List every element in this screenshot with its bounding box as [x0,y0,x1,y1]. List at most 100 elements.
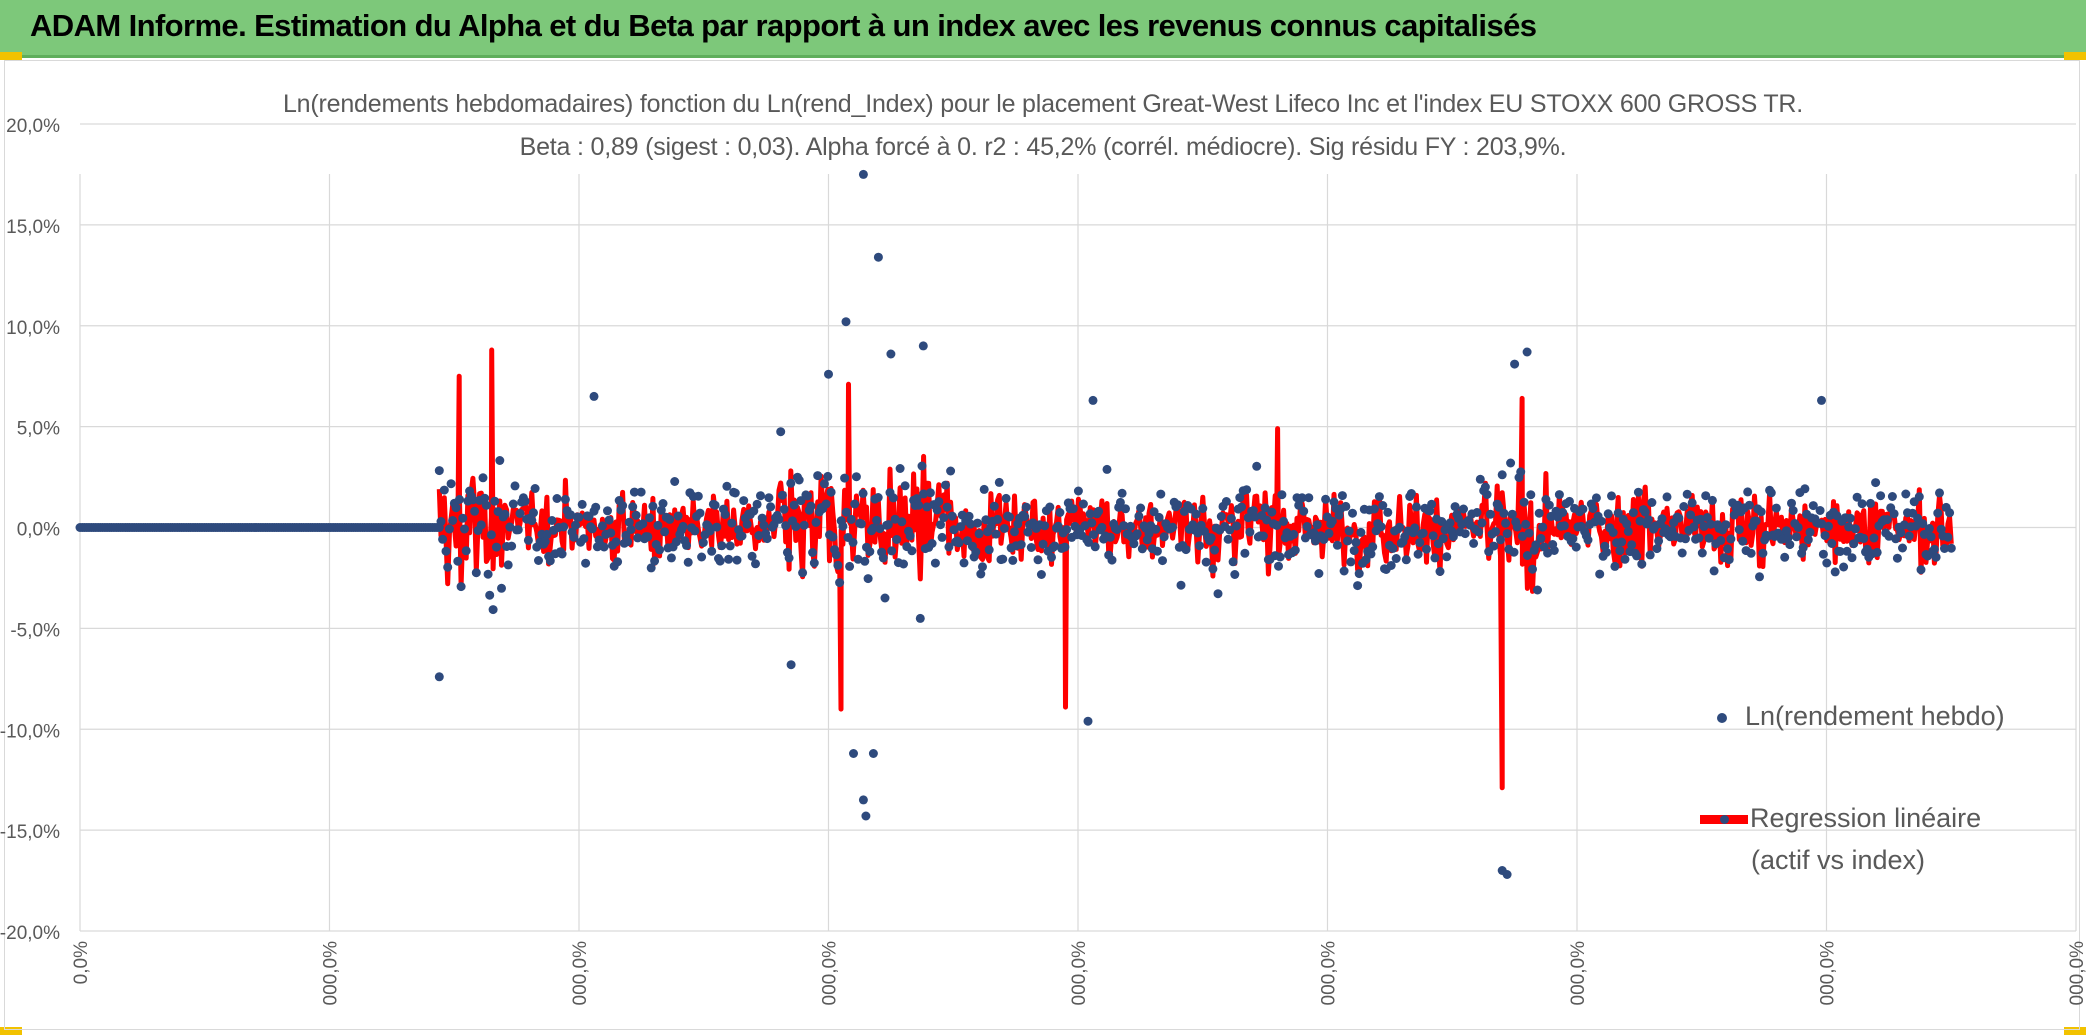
scatter-point [1004,512,1014,522]
scatter-point [1820,531,1830,541]
scatter-point [1176,580,1186,590]
scatter-point [1596,516,1606,526]
scatter-point [1119,521,1129,531]
scatter-point [826,487,836,497]
scatter-point [1911,521,1921,531]
scatter-point [1946,543,1956,553]
scatter-point [1738,536,1748,546]
scatter-point [439,485,449,495]
scatter-point [453,556,463,566]
scatter-point [1502,870,1512,879]
scatter-point [1193,528,1203,538]
scatter-point [1904,531,1914,541]
scatter-point [1480,482,1490,492]
scatter-point [693,491,703,501]
scatter-point [1623,526,1633,536]
scatter-point [1102,464,1112,474]
scatter-point [1788,506,1798,515]
scatter-point [1272,520,1282,530]
scatter-point [821,499,831,509]
scatter-point [483,569,493,579]
scatter-point [503,560,513,570]
scatter-point [1945,508,1955,518]
scatter-point [1121,504,1130,514]
scatter-point [942,502,952,512]
scatter-point [542,529,552,539]
scatter-point [725,541,735,551]
scatter-point [1524,528,1534,538]
scatter-point [1522,347,1532,357]
scatter-point [1117,488,1127,498]
report-title: ADAM Informe. Estimation du Alpha et du … [30,8,1537,43]
scatter-point [495,456,505,465]
scatter-point [1062,525,1072,535]
scatter-point [1038,539,1048,549]
scatter-point [1339,566,1349,576]
scatter-point [710,500,720,510]
scatter-point [897,517,907,527]
legend-line-label-2: (actif vs index) [1751,845,1926,875]
scatter-point [1701,491,1711,501]
scatter-point [1001,493,1011,503]
scatter-point [1477,518,1487,528]
scatter-point [1891,534,1901,544]
scatter-point [705,526,715,536]
frame-corner-bottom-right [2064,1027,2086,1035]
scatter-point [1036,570,1046,579]
scatter-point [1632,551,1642,561]
scatter-point [936,520,945,530]
scatter-point [1485,509,1495,519]
scatter-point [1388,543,1398,553]
scatter-point [1191,509,1201,519]
scatter-point [658,499,668,508]
scatter-point [530,484,540,493]
scatter-point [1882,515,1892,525]
scatter-point [803,491,813,501]
scatter-point [1528,564,1537,574]
scatter-point [1756,507,1766,517]
scatter-point [1050,541,1060,551]
scatter-point [1262,515,1272,525]
scatter-point [1568,534,1578,544]
legend-line-swatch [1700,815,1748,825]
scatter-point [1033,555,1043,565]
scatter-point [1226,514,1236,523]
chart-frame [4,60,2080,1030]
scatter-point [764,493,774,503]
banner-corner-right [2064,52,2086,60]
scatter-point [1924,524,1934,533]
scatter-point [1603,509,1613,519]
scatter-point [789,500,799,510]
scatter-point [1502,529,1512,539]
scatter-point [784,553,794,563]
scatter-point [1376,522,1386,532]
scatter-point [1415,538,1425,548]
scatter-point [1430,553,1440,563]
scatter-point [648,501,658,511]
scatter-point [1349,546,1359,556]
scatter-point [1151,524,1161,534]
scatter-point [757,513,767,523]
scatter-point [872,515,882,525]
scatter-point [1312,520,1322,530]
scatter-point [1871,478,1881,488]
scatter-point [880,593,890,603]
scatter-point [1158,556,1167,566]
scatter-point [1240,548,1250,558]
scatter-point [470,506,480,516]
scatter-point [831,550,841,560]
scatter-point [1354,569,1364,579]
scatter-point [527,516,537,526]
scatter-point [1571,542,1581,552]
scatter-point [914,500,924,510]
scatter-point [1892,553,1902,563]
scatter-point [1010,527,1019,537]
scatter-point [1704,533,1714,543]
scatter-point [946,466,956,476]
scatter-point [1489,541,1499,551]
scatter-point [618,501,628,511]
y-tick-label: 0,0% [17,520,60,541]
scatter-point [1369,504,1379,514]
scatter-point [1595,569,1605,579]
scatter-point [1622,519,1632,529]
